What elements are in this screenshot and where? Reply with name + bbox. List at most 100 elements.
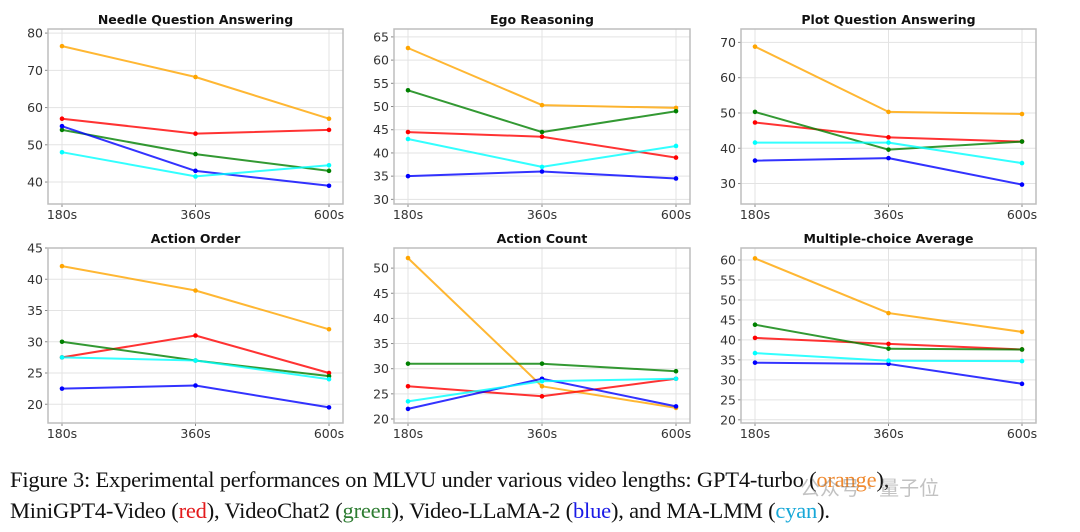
data-point-ma-lmm [752,350,758,356]
plot-frame [740,247,1037,424]
data-point-videochat2 [752,109,758,115]
x-tick-label: 600s [314,207,344,222]
data-point-videochat2 [405,87,411,93]
figure-charts: 40 50 60 70 80 180s 360s 600s Needle Question An… [27,12,1037,441]
chart-panel-plot-question-answering: 30 40 50 60 70 180s 360s 600s Plot Question Answ… [720,12,1037,222]
data-point-gpt4-turbo [59,263,65,269]
data-point-minigpt4-video [539,394,545,399]
y-tick-label: 40 [720,332,736,347]
data-point-ma-lmm [673,376,679,382]
series-video-llama-2 [59,123,332,189]
data-point-videochat2 [405,361,411,366]
data-point-ma-lmm [539,378,545,384]
data-point-ma-lmm [886,140,891,145]
data-point-gpt4-turbo [539,383,545,389]
y-tick-label: 60 [27,100,43,115]
plot-frame [393,28,691,205]
x-tick-label: 360s [527,207,557,222]
y-tick-label: 50 [373,99,389,114]
data-point-ma-lmm [752,140,758,145]
x-tick-label: 360s [873,426,903,441]
x-tick-label: 180s [740,207,770,222]
y-tick-label: 70 [720,35,736,50]
data-point-video-llama-2 [673,176,679,181]
data-point-ma-lmm [673,143,679,149]
data-point-gpt4-turbo [1019,329,1025,335]
data-point-minigpt4-video [405,383,411,389]
data-point-gpt4-turbo [59,43,65,49]
y-tick-label: 30 [720,372,736,387]
x-tick-label: 180s [47,207,77,222]
data-point-gpt4-turbo [886,109,891,115]
series-ma-lmm [405,136,679,170]
data-point-minigpt4-video [539,134,545,139]
data-point-video-llama-2 [326,183,332,189]
data-point-ma-lmm [1019,160,1025,166]
series-video-llama-2 [405,169,679,181]
data-point-gpt4-turbo [193,288,198,293]
y-tick-label: 55 [373,76,389,91]
chart-panel-needle-question-answering: 40 50 60 70 80 180s 360s 600s Needle Question An… [27,12,344,222]
data-point-gpt4-turbo [326,116,332,122]
chart-panel-multiple-choice-average: 20 25 30 35 40 45 50 55 60 180s 360s 600s Multiple-c… [720,231,1037,441]
y-tick-label: 60 [720,252,736,267]
data-point-video-llama-2 [59,123,65,129]
data-point-gpt4-turbo [539,102,545,108]
chart-title: Ego Reasoning [490,12,594,27]
data-point-ma-lmm [886,358,891,363]
data-point-videochat2 [59,127,65,133]
x-tick-label: 360s [180,426,210,441]
data-point-video-llama-2 [193,383,198,388]
x-tick-label: 180s [47,426,77,441]
series-gpt4-turbo [752,44,1025,117]
y-tick-label: 30 [373,361,389,376]
y-tick-label: 25 [373,386,389,401]
caption-color-cyan: cyan [775,498,818,523]
data-point-minigpt4-video [752,335,758,341]
series-video-llama-2 [752,360,1025,387]
plot-frame [393,247,691,424]
data-point-video-llama-2 [752,360,758,365]
y-tick-label: 35 [27,303,43,318]
y-tick-label: 80 [27,26,43,41]
series-ma-lmm [752,140,1025,166]
data-point-video-llama-2 [886,155,891,161]
x-tick-label: 180s [393,426,423,441]
y-tick-label: 30 [373,192,389,207]
data-point-video-llama-2 [405,406,411,412]
y-tick-label: 20 [720,412,736,427]
series-gpt4-turbo [405,45,679,111]
y-tick-label: 25 [27,366,43,381]
data-point-gpt4-turbo [405,255,411,261]
data-point-ma-lmm [193,358,198,363]
y-tick-label: 50 [720,292,736,307]
series-gpt4-turbo [752,256,1025,335]
series-video-llama-2 [752,155,1025,187]
data-point-minigpt4-video [673,155,679,160]
caption-line-2: MiniGPT4-Video (red), VideoChat2 (green)… [10,498,830,523]
y-tick-label: 45 [27,241,43,256]
data-point-videochat2 [673,368,679,374]
data-point-minigpt4-video [405,129,411,135]
series-minigpt4-video [59,116,332,136]
x-tick-label: 600s [661,426,691,441]
y-tick-label: 30 [720,176,736,191]
data-point-ma-lmm [326,162,332,168]
data-point-video-llama-2 [673,404,679,409]
series-videochat2 [752,109,1025,152]
y-tick-label: 35 [373,169,389,184]
data-point-gpt4-turbo [193,74,198,80]
chart-panel-action-count: 20 25 30 35 40 45 50 180s 360s 600s Action Count [373,231,691,441]
chart-title: Multiple-choice Average [803,231,973,246]
data-point-minigpt4-video [193,131,198,136]
x-tick-label: 180s [393,207,423,222]
data-point-ma-lmm [193,174,198,179]
x-tick-label: 360s [873,207,903,222]
data-point-ma-lmm [326,376,332,382]
y-tick-label: 40 [720,141,736,156]
figure-caption: Figure 3: Experimental performances on M… [10,464,1080,526]
data-point-videochat2 [59,339,65,345]
data-point-gpt4-turbo [673,105,679,111]
data-point-video-llama-2 [59,386,65,391]
data-point-video-llama-2 [886,361,891,367]
